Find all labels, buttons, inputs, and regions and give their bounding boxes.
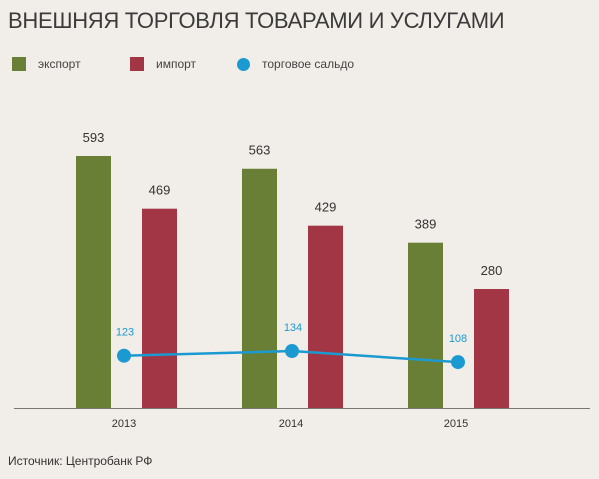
legend-item-balance: торговое сальдо [237,57,354,71]
balance-point-2013 [117,348,131,363]
bar-export-2015 [408,242,443,408]
legend-swatch-import [130,57,144,71]
legend-item-export: экспорт [12,57,81,71]
bar-import-2013 [142,208,177,408]
x-tick-label-2014: 2014 [279,418,303,430]
chart-title: ВНЕШНЯЯ ТОРГОВЛЯ ТОВАРАМИ И УСЛУГАМИ [8,8,505,33]
label-export-2014: 563 [249,143,271,158]
label-import-2013: 469 [149,183,171,198]
label-export-2013: 593 [83,130,105,145]
legend-label-balance: торговое сальдо [262,57,355,71]
legend-swatch-export [12,57,26,71]
source-note: Источник: Центробанк РФ [8,454,153,468]
bar-export-2013 [76,156,111,408]
label-export-2015: 389 [415,217,437,232]
legend-item-import: импорт [130,57,196,71]
bar-import-2014 [308,225,343,408]
legend: экспорт импорт торговое сальдо [0,0,599,90]
balance-point-2014 [285,344,299,359]
label-balance-2013: 123 [116,327,134,339]
label-balance-2015: 108 [449,333,467,345]
legend-label-export: экспорт [38,57,81,71]
bar-export-2014 [242,168,277,408]
label-balance-2014: 134 [284,322,302,334]
label-import-2015: 280 [481,263,503,278]
bar-import-2015 [474,289,509,408]
balance-point-2015 [451,355,465,370]
legend-swatch-balance [237,57,250,71]
label-import-2014: 429 [315,200,337,215]
x-tick-label-2013: 2013 [112,418,136,430]
x-tick-label-2015: 2015 [444,418,468,430]
legend-label-import: импорт [156,57,197,71]
